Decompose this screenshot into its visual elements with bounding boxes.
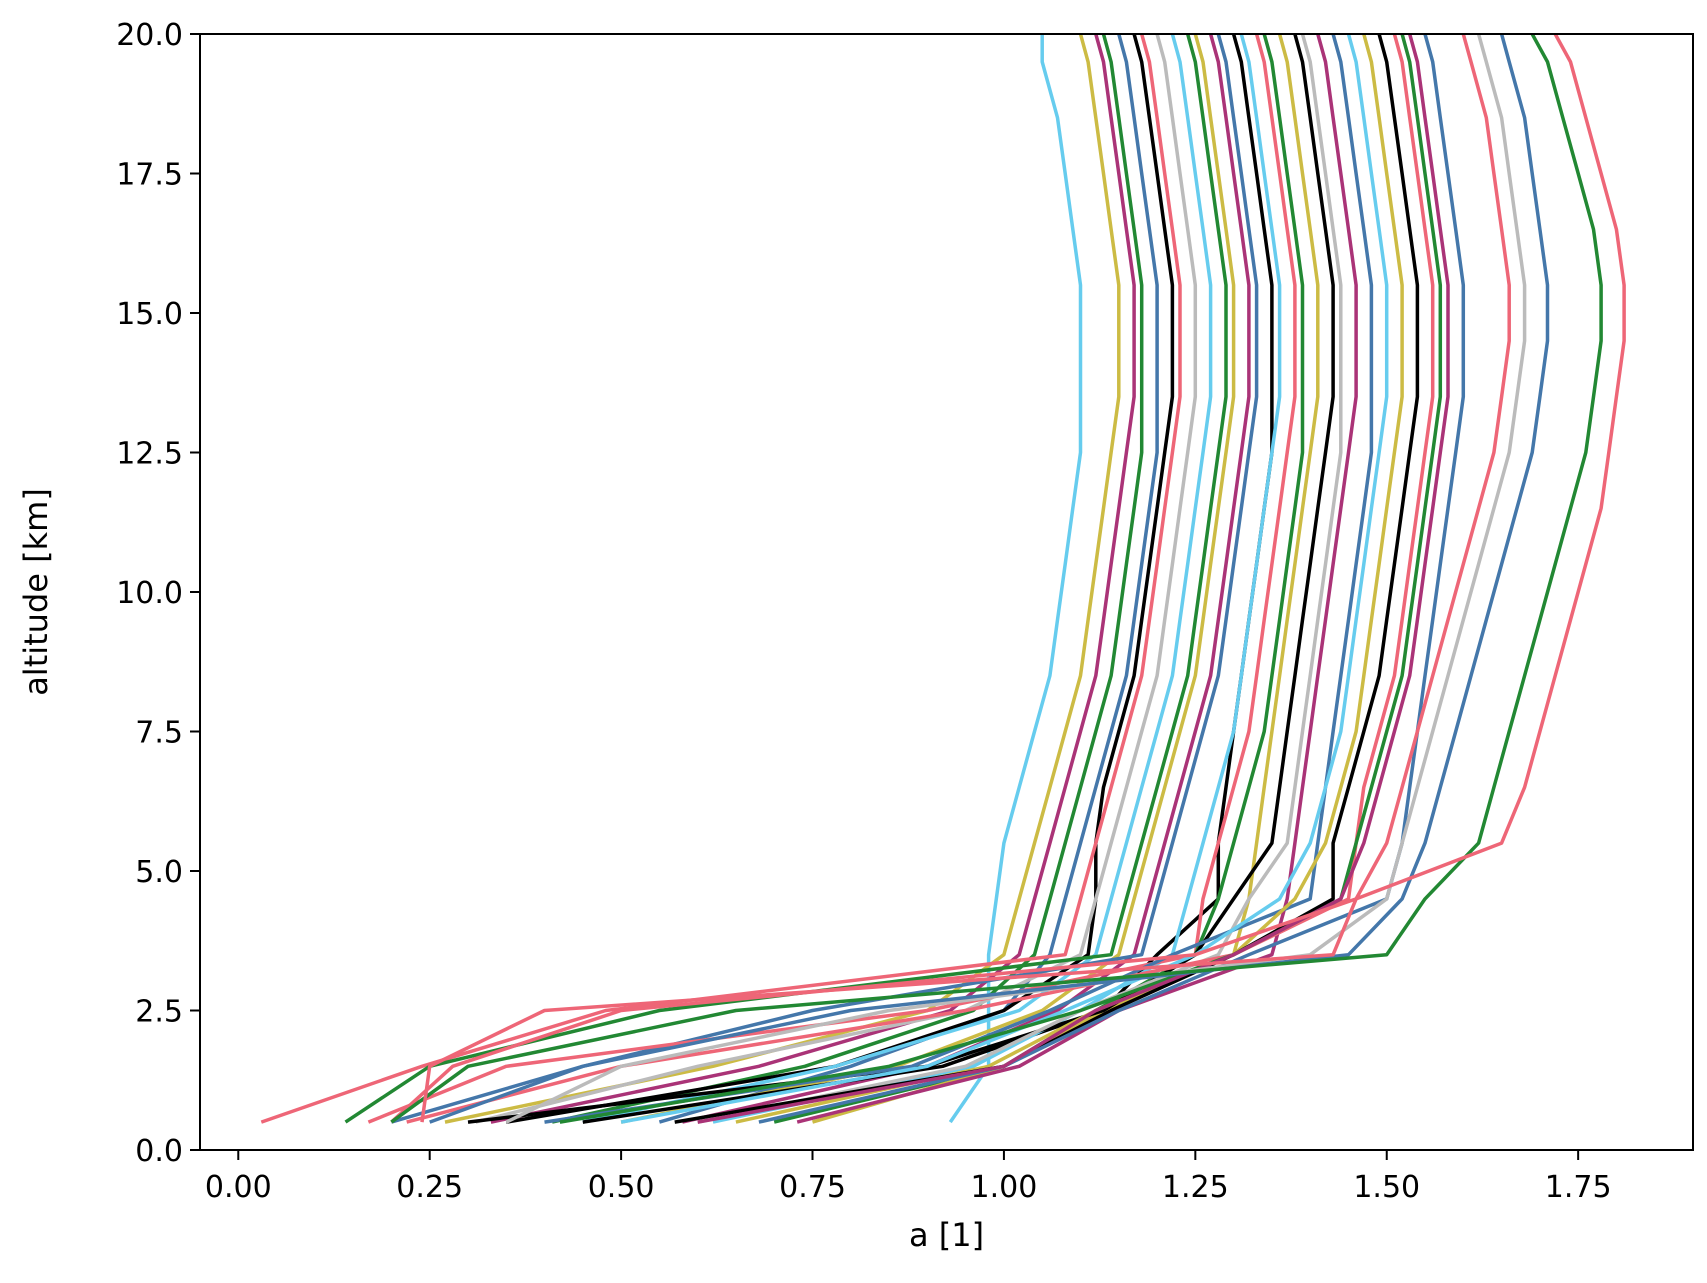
series-line-15 xyxy=(712,34,1282,1124)
y-tick-label: 12.5 xyxy=(116,437,183,472)
y-axis: 0.0 2.5 5.0 7.5 10.0 12.5 15.0 17.5 20.0 xyxy=(116,18,200,1169)
series-line-29 xyxy=(697,34,1450,1124)
x-tick-label: 0.00 xyxy=(205,1170,272,1205)
x-tick-label: 1.25 xyxy=(1162,1170,1229,1205)
x-tick-label: 1.50 xyxy=(1353,1170,1420,1205)
x-tick-label: 1.75 xyxy=(1545,1170,1612,1205)
series-line-13 xyxy=(390,34,1259,1124)
series-line-32 xyxy=(429,34,1550,1124)
series-line-28 xyxy=(758,34,1466,1124)
series-line-31 xyxy=(505,34,1527,1124)
y-axis-label: altitude [km] xyxy=(17,488,55,696)
series-line-18 xyxy=(812,34,1320,1124)
y-tick-label: 15.0 xyxy=(116,297,183,332)
series-line-34 xyxy=(420,34,1626,1123)
series-line-2 xyxy=(444,34,1121,1124)
x-axis: 0.00 0.25 0.50 0.75 1.00 1.25 1.50 1.75 xyxy=(205,1150,1612,1205)
series-line-22 xyxy=(544,34,1374,1124)
series-line-7 xyxy=(260,34,1182,1124)
x-tick-label: 0.75 xyxy=(779,1170,846,1205)
series-line-33 xyxy=(390,34,1603,1124)
series-line-20 xyxy=(697,34,1343,1124)
x-tick-label: 0.25 xyxy=(396,1170,463,1205)
series-line-3 xyxy=(490,34,1136,1124)
series-line-16 xyxy=(367,34,1297,1124)
y-tick-label: 7.5 xyxy=(135,716,183,751)
x-axis-label: a [1] xyxy=(909,1216,984,1254)
series-line-5 xyxy=(658,34,1159,1124)
series-line-4 xyxy=(551,34,1144,1124)
x-tick-label: 1.00 xyxy=(971,1170,1038,1205)
series-line-11 xyxy=(620,34,1236,1124)
series-line-1 xyxy=(948,34,1083,1124)
series-line-12 xyxy=(682,34,1251,1124)
y-tick-label: 17.5 xyxy=(116,158,183,193)
y-tick-label: 0.0 xyxy=(135,1134,183,1169)
y-tick-label: 10.0 xyxy=(116,576,183,611)
series-line-17 xyxy=(773,34,1305,1124)
series-line-21 xyxy=(796,34,1358,1124)
y-tick-label: 2.5 xyxy=(135,995,183,1030)
series-line-10 xyxy=(344,34,1228,1124)
series-line-8 xyxy=(475,34,1198,1124)
y-tick-label: 20.0 xyxy=(116,18,183,53)
series-line-19 xyxy=(467,34,1335,1124)
series-line-9 xyxy=(582,34,1213,1124)
series-line-6 xyxy=(506,34,1175,1124)
y-tick-label: 5.0 xyxy=(135,855,183,890)
series-line-23 xyxy=(620,34,1389,1124)
series-line-30 xyxy=(390,34,1511,1124)
x-tick-label: 0.50 xyxy=(588,1170,655,1205)
series-layer xyxy=(260,34,1626,1124)
